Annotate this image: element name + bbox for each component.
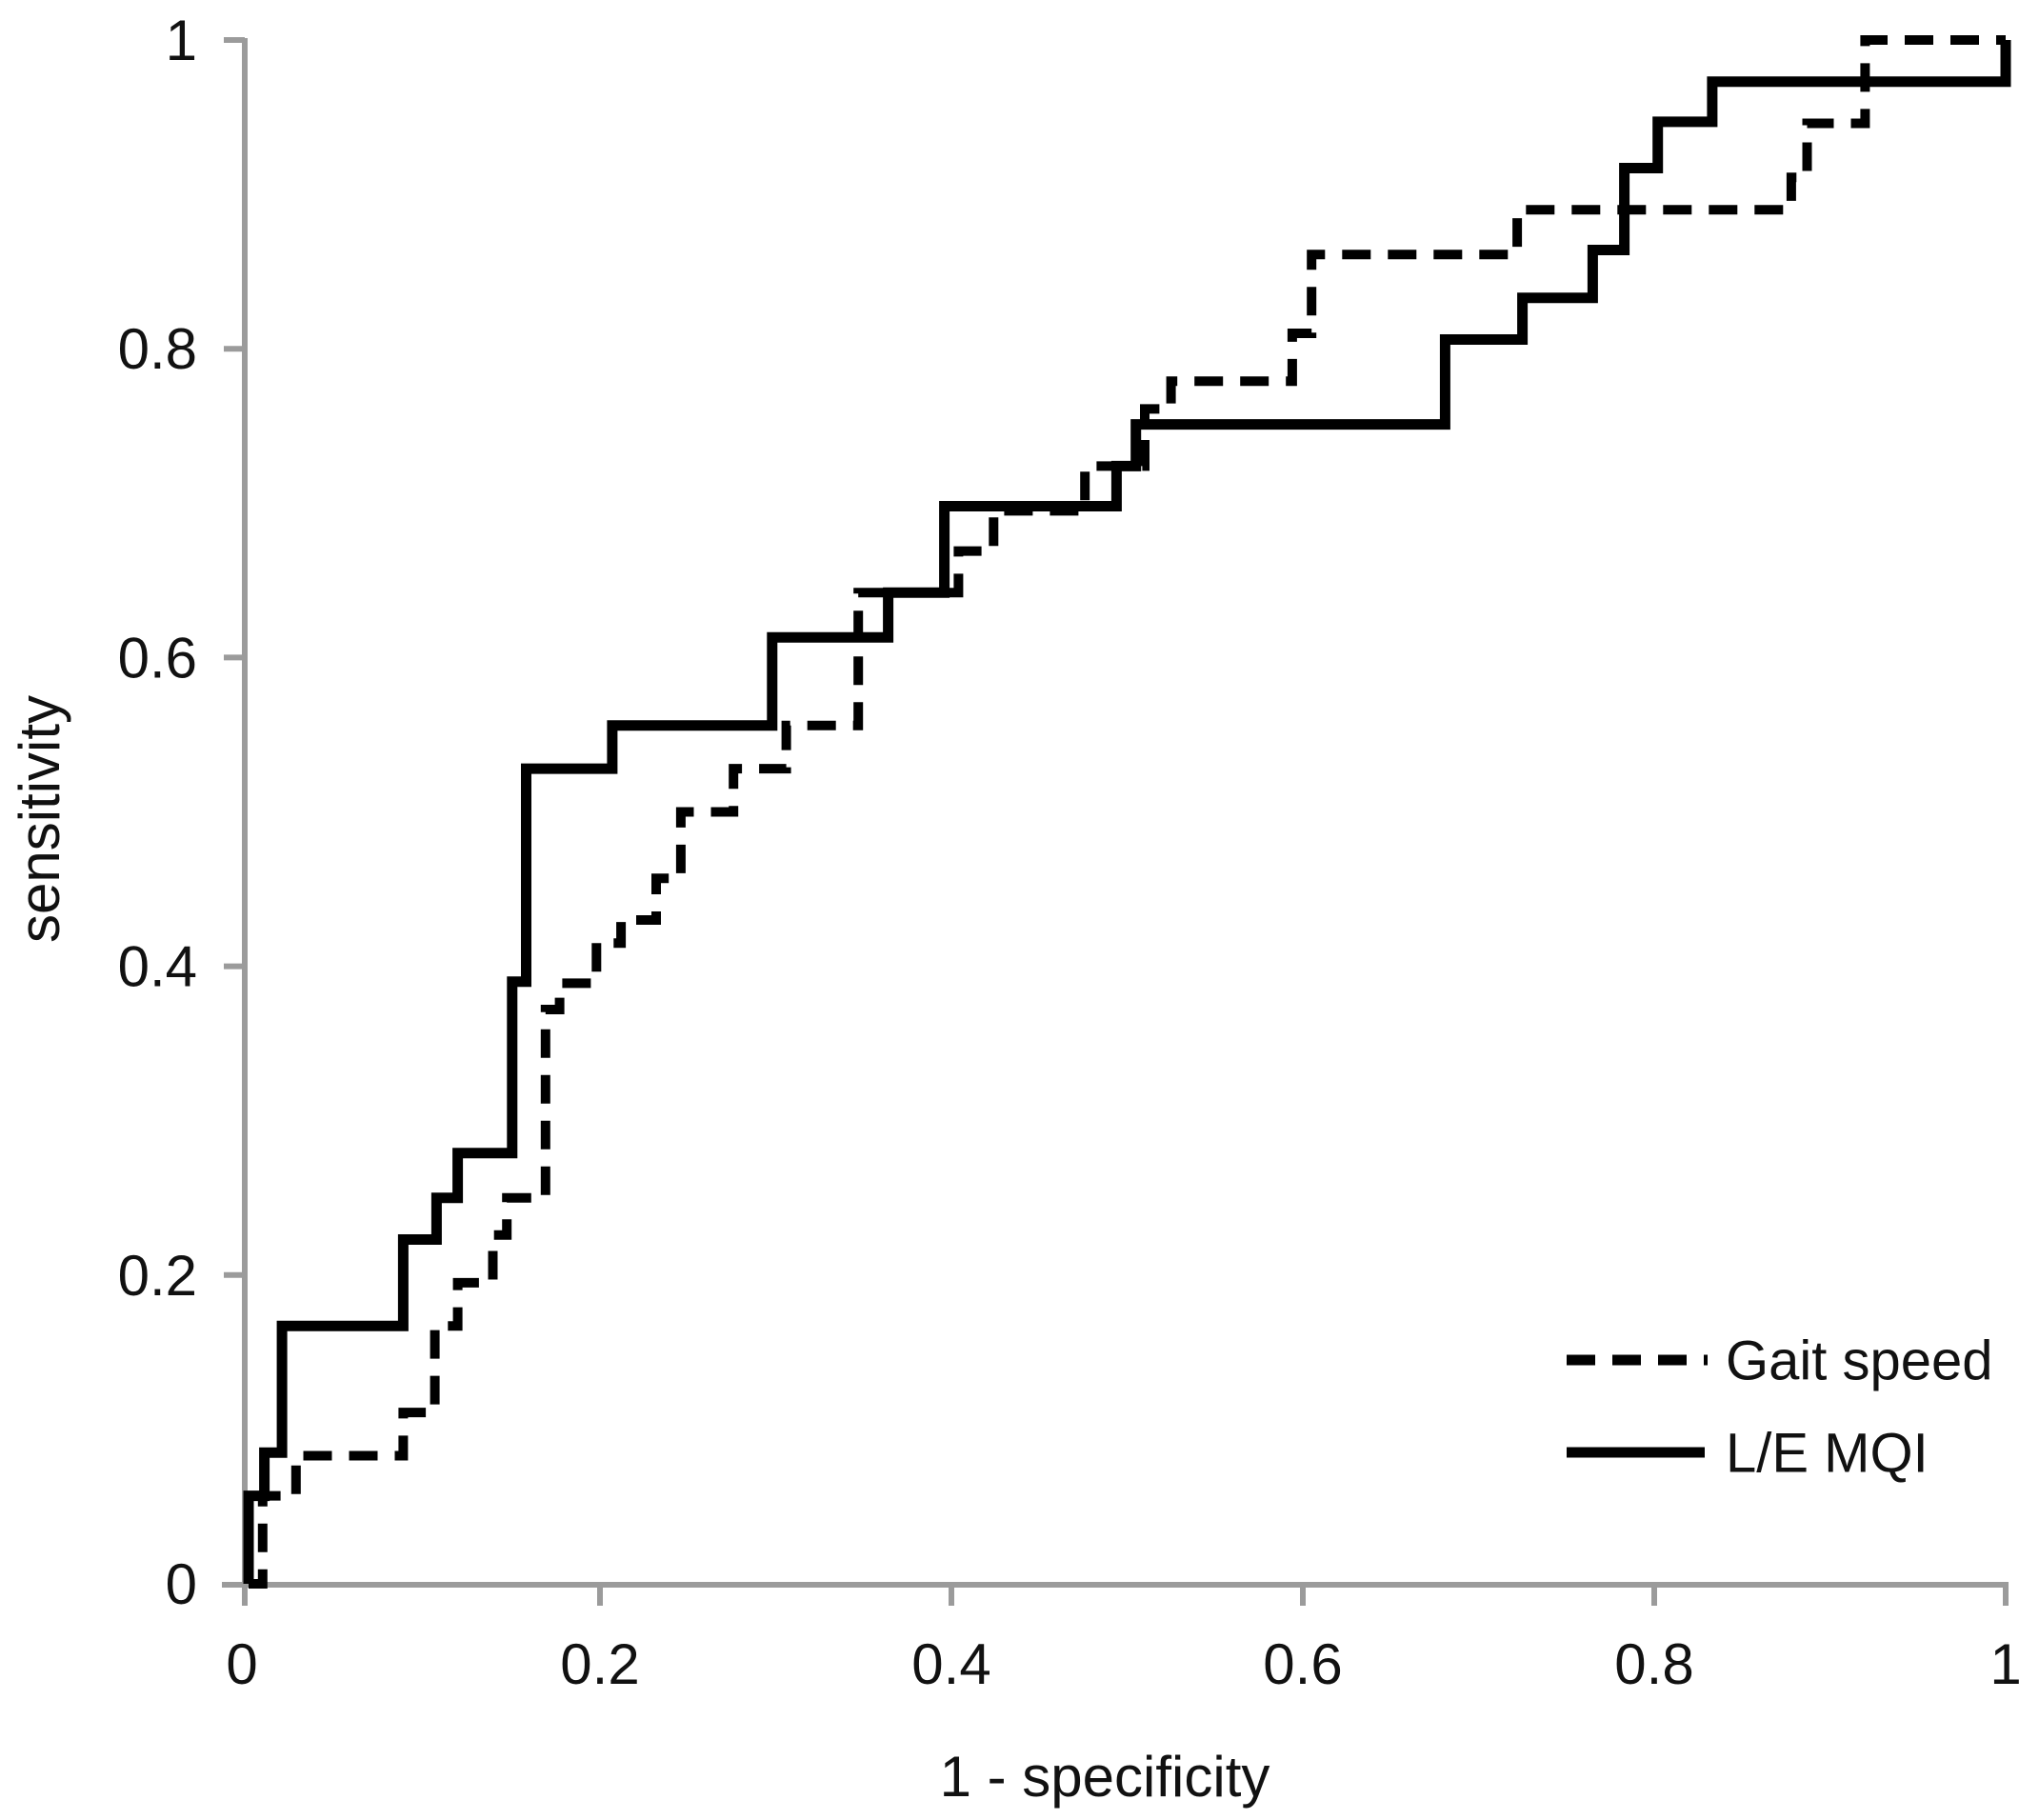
- y-tick-label: 0.4: [118, 935, 197, 999]
- x-tick-label: 0.4: [911, 1632, 990, 1696]
- x-tick-label: 0.8: [1614, 1632, 1693, 1696]
- y-tick-label: 0.8: [118, 317, 197, 381]
- gait-speed-curve: [249, 35, 2006, 1589]
- le-mqi-curve: [243, 40, 2011, 1584]
- y-tick-label: 0.2: [118, 1244, 197, 1308]
- curves: [243, 35, 2011, 1589]
- legend-gait-speed-label: Gait speed: [1726, 1330, 1993, 1391]
- x-tick-label: 0.6: [1263, 1632, 1342, 1696]
- x-axis-title: 1 - specificity: [940, 1745, 1270, 1809]
- legend: Gait speed L/E MQI: [1567, 1330, 1993, 1484]
- y-axis-title: sensitivity: [8, 695, 71, 943]
- x-tick-label: 1: [1989, 1632, 2021, 1696]
- y-tick-label: 0: [166, 1552, 197, 1616]
- axes: 0 0.2 0.4 0.6 0.8 1 0 0.2 0.4 0.6 0.8 1: [118, 9, 2022, 1696]
- y-tick-label: 0.6: [118, 626, 197, 690]
- legend-le-mqi-label: L/E MQI: [1726, 1422, 1929, 1484]
- x-tick-label: 0.2: [560, 1632, 639, 1696]
- x-tick-label: 0: [226, 1632, 257, 1696]
- y-tick-label: 1: [166, 9, 197, 72]
